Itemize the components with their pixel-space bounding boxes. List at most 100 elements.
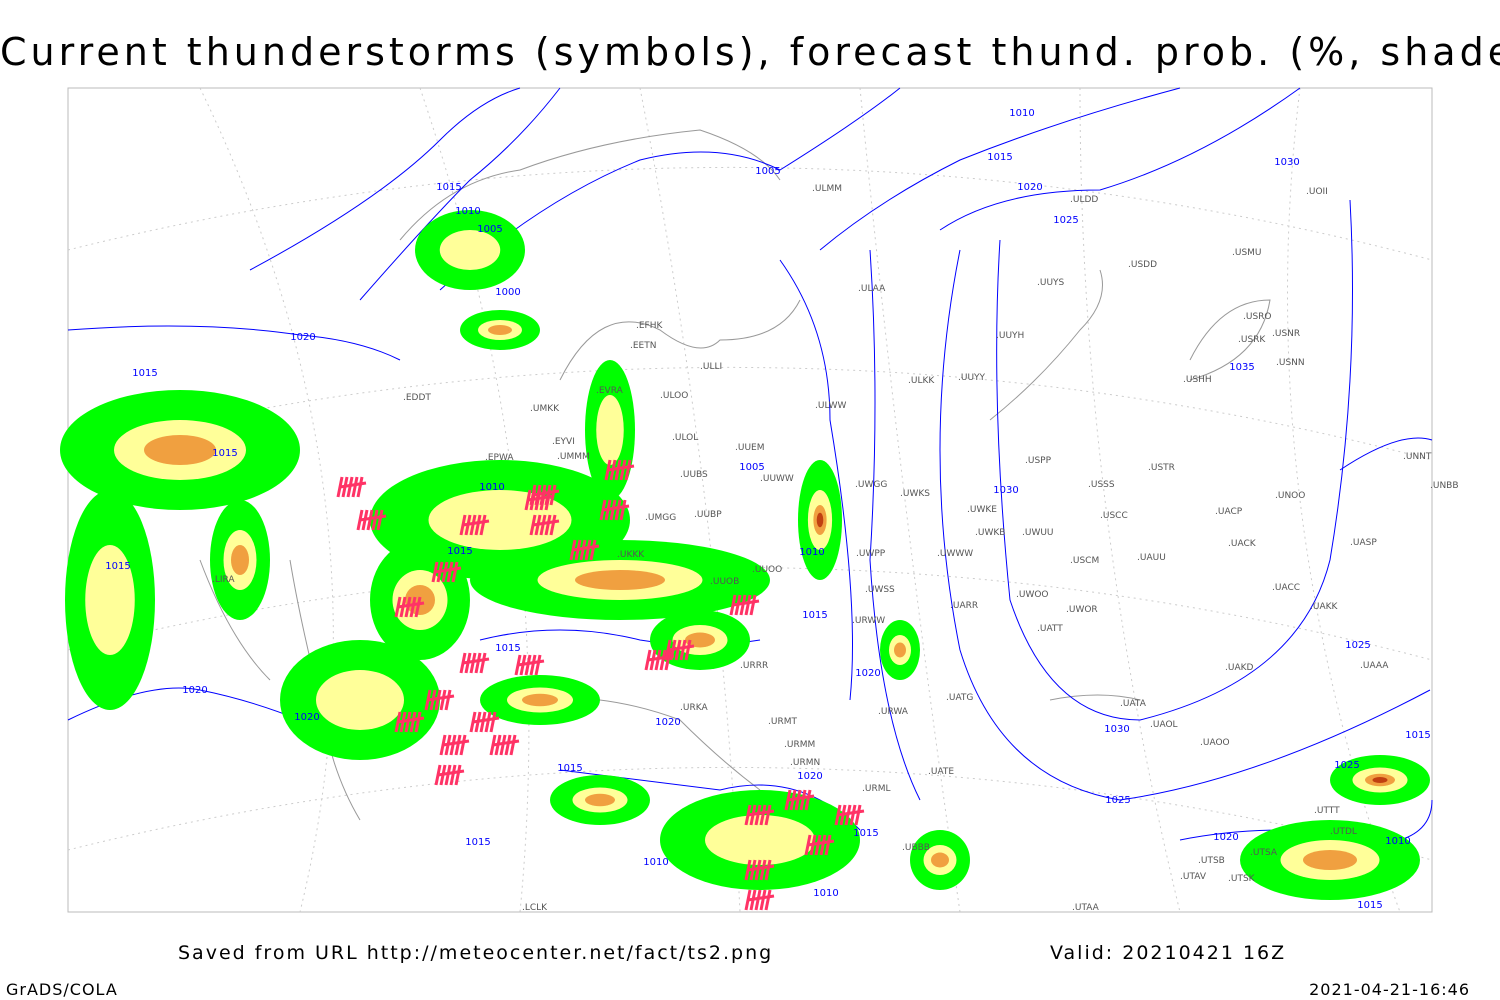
thunderstorm-symbol bbox=[569, 539, 600, 561]
isobar-label: 1015 bbox=[495, 643, 520, 654]
isobar-label: 1005 bbox=[755, 166, 780, 177]
thunderstorm-symbol bbox=[664, 639, 695, 661]
isobar-label: 1010 bbox=[479, 482, 504, 493]
isobar-label: 1015 bbox=[212, 448, 237, 459]
station-label: .UWKS bbox=[900, 489, 930, 499]
station-label: .UUOB bbox=[710, 577, 739, 587]
station-label: .UOII bbox=[1306, 187, 1328, 197]
thunderstorm-symbol bbox=[804, 834, 835, 856]
isobar-label: 1010 bbox=[455, 206, 480, 217]
thunderstorm-symbol bbox=[599, 499, 630, 521]
prob-area-mid bbox=[439, 230, 501, 270]
station-label: .UASP bbox=[1350, 538, 1377, 548]
station-label: .UTDL bbox=[1330, 827, 1357, 837]
station-label: .UKKK bbox=[617, 550, 645, 560]
isobar-label: 1020 bbox=[290, 332, 315, 343]
isobar-label: 1020 bbox=[1213, 832, 1238, 843]
isobar-label: 1015 bbox=[1405, 730, 1430, 741]
station-label: .ULMM bbox=[812, 184, 842, 194]
isobar-label: 1015 bbox=[447, 546, 472, 557]
station-label: .UATE bbox=[928, 767, 954, 777]
prob-area-high bbox=[488, 325, 512, 335]
station-label: .ULLI bbox=[700, 362, 722, 372]
isobar-label: 1015 bbox=[436, 182, 461, 193]
isobar-label: 1020 bbox=[797, 771, 822, 782]
thunderstorm-symbol bbox=[336, 476, 367, 498]
station-label: .UWGG bbox=[855, 480, 887, 490]
station-label: .EFHK bbox=[636, 321, 663, 331]
thunderstorm-symbol bbox=[744, 889, 775, 911]
prob-area-mid bbox=[85, 545, 135, 655]
prob-area-high bbox=[585, 793, 615, 807]
station-label: .UUYY bbox=[958, 373, 986, 383]
station-label: .USCM bbox=[1070, 556, 1099, 566]
isobar-label: 1025 bbox=[1105, 795, 1130, 806]
isobar-label: 1020 bbox=[182, 685, 207, 696]
station-label: .ULWW bbox=[815, 401, 847, 411]
isobar-labels: 1010 1015 1020 1025 1030 1005 1015 1010 1005 1000… bbox=[105, 108, 1430, 911]
station-label: .UAAA bbox=[1360, 661, 1389, 671]
station-label: .LIRA bbox=[212, 575, 235, 585]
station-label: .UWKB bbox=[975, 528, 1005, 538]
station-label: .URRR bbox=[740, 661, 768, 671]
station-label: .ULKK bbox=[908, 376, 935, 386]
station-label: .URMM bbox=[784, 740, 815, 750]
thunderstorm-symbol bbox=[394, 711, 425, 733]
station-label: .UUBS bbox=[680, 470, 708, 480]
station-label: .URML bbox=[862, 784, 890, 794]
station-label: .UTSA bbox=[1250, 848, 1278, 858]
station-label: .UAKK bbox=[1310, 602, 1339, 612]
station-label: .UAOL bbox=[1150, 720, 1178, 730]
station-label: .UTAV bbox=[1180, 872, 1207, 882]
station-label: .UNNT bbox=[1403, 452, 1432, 462]
station-labels: .ULMM .ULDD .USDD .USMU .UUYS .ULAA .UOII .USRO… bbox=[212, 184, 1459, 913]
isobar-label: 1015 bbox=[853, 828, 878, 839]
prob-area-mid bbox=[316, 670, 404, 730]
station-label: .UNBB bbox=[1430, 481, 1459, 491]
station-label: .UACK bbox=[1228, 539, 1257, 549]
software-label: GrADS/COLA bbox=[6, 980, 118, 999]
thunderstorm-symbol bbox=[459, 652, 490, 674]
station-label: .UAOO bbox=[1200, 738, 1230, 748]
station-label: .UWWW bbox=[937, 549, 973, 559]
station-label: .EETN bbox=[630, 341, 656, 351]
station-label: .UACC bbox=[1272, 583, 1300, 593]
map-frame bbox=[67, 87, 1433, 913]
prob-area-high bbox=[931, 852, 949, 868]
isobar-label: 1035 bbox=[1229, 362, 1254, 373]
station-label: .EVRA bbox=[596, 386, 624, 396]
map-title: Current thunderstorms (symbols), forecas… bbox=[0, 30, 1500, 74]
station-label: .UUYH bbox=[996, 331, 1024, 341]
prob-area-high bbox=[685, 632, 715, 648]
station-label: .ULDD bbox=[1070, 195, 1098, 205]
isobar-label: 1010 bbox=[1009, 108, 1034, 119]
isobar-label: 1020 bbox=[1017, 182, 1042, 193]
station-label: .UBBB bbox=[902, 843, 930, 853]
valid-time-text: Valid: 20210421 16Z bbox=[1050, 942, 1287, 964]
thunderstorm-symbol bbox=[604, 459, 635, 481]
station-label: .EDDT bbox=[403, 393, 431, 403]
isobar-label: 1030 bbox=[993, 485, 1018, 496]
station-label: .LCLK bbox=[522, 903, 548, 913]
isobar-label: 1015 bbox=[987, 152, 1012, 163]
station-label: .UARR bbox=[950, 601, 978, 611]
isobar-label: 1015 bbox=[105, 561, 130, 572]
station-label: .URWA bbox=[878, 707, 909, 717]
isobar-label: 1010 bbox=[1385, 836, 1410, 847]
station-label: .ULOL bbox=[672, 433, 698, 443]
isobar-label: 1015 bbox=[557, 763, 582, 774]
station-label: .ULAA bbox=[858, 284, 886, 294]
thunderstorm-symbol bbox=[394, 596, 425, 618]
station-label: .UATA bbox=[1120, 699, 1147, 709]
station-label: .USNR bbox=[1272, 329, 1300, 339]
isobar-label: 1015 bbox=[132, 368, 157, 379]
isobar-label: 1030 bbox=[1274, 157, 1299, 168]
station-label: .UATT bbox=[1037, 624, 1063, 634]
station-label: .UMKK bbox=[530, 404, 560, 414]
prob-area-high bbox=[575, 570, 665, 590]
isobar-label: 1020 bbox=[294, 712, 319, 723]
station-label: .UUWW bbox=[760, 474, 794, 484]
thunderstorm-symbol bbox=[439, 734, 470, 756]
thunderstorm-symbol bbox=[784, 789, 815, 811]
